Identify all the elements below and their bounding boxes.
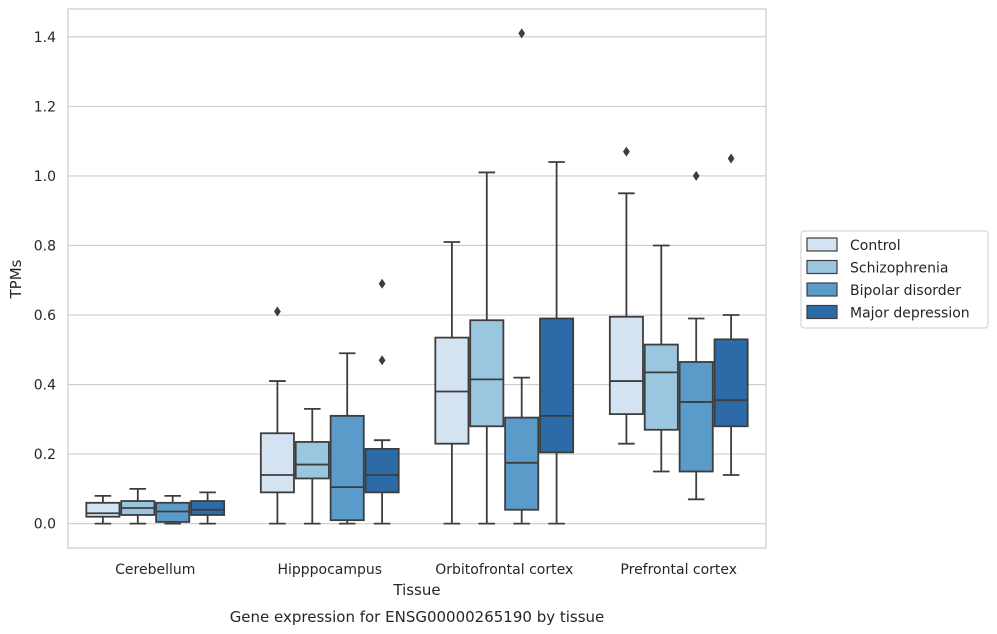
box-2-2	[504, 28, 540, 525]
box-iqr	[294, 441, 330, 480]
legend-swatch	[806, 259, 838, 275]
box-0-2	[155, 494, 191, 525]
y-tick-label: 0.8	[34, 238, 56, 254]
box-0-1	[120, 487, 156, 525]
box-3-2	[678, 170, 714, 501]
y-tick-label: 0.6	[34, 308, 56, 324]
outlier-point	[378, 278, 386, 289]
box-iqr	[469, 319, 505, 428]
box-iqr	[190, 500, 226, 516]
legend-swatch	[806, 237, 838, 252]
legend-label: Major depression	[850, 306, 970, 322]
box-0-3	[190, 491, 226, 525]
box-2-3	[539, 161, 575, 525]
x-tick-label: Orbitofrontal cortex	[435, 562, 573, 578]
box-0-0	[85, 494, 121, 525]
legend-label: Bipolar disorder	[850, 283, 961, 299]
y-tick-label: 1.0	[34, 169, 56, 185]
legend-swatch	[806, 282, 838, 297]
legend-swatch	[806, 304, 838, 320]
box-iqr	[643, 343, 679, 431]
outlier-point	[727, 153, 735, 164]
plot-area-frame	[67, 8, 767, 549]
legend-label: Schizophrenia	[850, 261, 948, 277]
x-tick-label: Hipppocampus	[277, 562, 382, 578]
outlier-point	[518, 28, 526, 39]
y-tick-label: 1.2	[34, 99, 56, 115]
x-tick-label: Prefrontal cortex	[620, 562, 737, 578]
outlier-point	[378, 355, 386, 366]
box-1-1	[294, 408, 330, 525]
boxes	[85, 28, 749, 525]
x-axis-title: Tissue	[392, 581, 440, 599]
legend-label: Control	[850, 238, 901, 254]
y-tick-label: 0.0	[34, 517, 56, 533]
box-iqr	[259, 432, 295, 494]
y-tick-label: 0.2	[34, 447, 56, 463]
box-iqr	[329, 414, 365, 522]
box-iqr	[364, 447, 400, 494]
box-1-2	[329, 352, 365, 525]
box-3-0	[608, 146, 644, 445]
tick-labels: 0.0 0.2 0.4 0.6 0.8 1.0 1.2 1.4 Cerebellum Hipppo…	[34, 30, 737, 578]
x-tick-label: Cerebellum	[115, 562, 195, 578]
outlier-point	[692, 170, 700, 181]
box-1-0	[259, 306, 295, 525]
legend: Control Schizophrenia Bipolar disorder Majo…	[800, 230, 989, 329]
box-iqr	[85, 501, 121, 518]
outlier-point	[623, 146, 630, 157]
y-tick-label: 0.4	[34, 378, 56, 394]
box-2-1	[469, 171, 505, 525]
box-iqr	[678, 361, 714, 473]
box-1-3	[364, 278, 400, 525]
box-iqr	[608, 315, 644, 416]
outlier-point	[274, 306, 281, 317]
box-iqr	[539, 317, 575, 454]
box-3-1	[643, 244, 679, 473]
box-2-0	[434, 241, 470, 525]
box-3-3	[713, 153, 749, 476]
box-iqr	[713, 338, 749, 428]
y-axis-title: TPMs	[7, 259, 25, 299]
legend-frame	[800, 230, 989, 329]
chart-caption: Gene expression for ENSG00000265190 by t…	[230, 608, 605, 626]
y-tick-label: 1.4	[34, 30, 56, 46]
gridlines	[68, 36, 766, 525]
